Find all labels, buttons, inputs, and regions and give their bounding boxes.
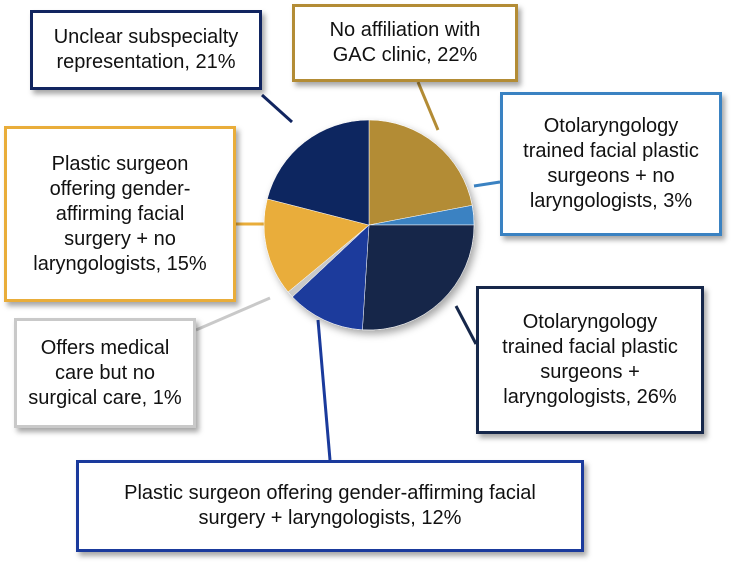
callout-line: No affiliation with xyxy=(329,19,481,41)
leader-line-6 xyxy=(454,305,478,345)
callout-text: Offers medical care but no surgical care, … xyxy=(28,336,181,411)
callout-label-2: No affiliation with GAC clinic, 22% xyxy=(292,4,518,82)
callout-line: surgeons + xyxy=(540,361,640,383)
callout-line: surgery + laryngologists, 12% xyxy=(198,507,462,529)
callout-line: trained facial plastic xyxy=(502,336,678,358)
callout-text: Otolaryngology trained facial plastic surg… xyxy=(523,114,699,214)
pie-slices xyxy=(263,119,475,331)
callout-line: offering gender- xyxy=(49,177,191,200)
callout-text: Plastic surgeon offering gender-affirming… xyxy=(33,152,206,277)
callout-line: GAC clinic, 22% xyxy=(332,44,478,66)
callout-label-6: Otolaryngology trained facial plastic surg… xyxy=(476,286,704,434)
callout-line: care but no xyxy=(54,361,156,384)
callout-line: laryngologists, 3% xyxy=(529,190,693,212)
callout-label-7: Plastic surgeon offering gender-affirmin… xyxy=(76,460,584,552)
callout-text: Plastic surgeon offering gender-affirmin… xyxy=(124,481,536,531)
callout-line: trained facial plastic xyxy=(523,140,699,162)
callout-line: Plastic surgeon xyxy=(51,152,189,175)
pie-slice-4 xyxy=(292,224,370,331)
pie-slice-7 xyxy=(266,119,370,226)
callout-line: surgery + no xyxy=(64,227,176,250)
callout-line: Otolaryngology xyxy=(522,311,658,333)
callout-line: representation, 21% xyxy=(56,51,236,73)
callout-line: Otolaryngology xyxy=(543,115,679,137)
leader-line-7 xyxy=(316,319,332,461)
pie-slice-6 xyxy=(263,198,370,293)
pie-slice-3 xyxy=(362,224,475,331)
callout-line: laryngologists, 15% xyxy=(33,252,207,275)
callout-line: laryngologists, 26% xyxy=(503,386,677,408)
callout-line: surgical care, 1% xyxy=(28,386,182,409)
callout-label-4: Plastic surgeon offering gender-affirming… xyxy=(4,126,236,302)
callout-line: affirming facial xyxy=(55,202,185,225)
callout-text: Otolaryngology trained facial plastic surg… xyxy=(502,310,678,410)
leader-line-3 xyxy=(473,180,501,188)
callout-text: No affiliation with GAC clinic, 22% xyxy=(330,18,481,68)
leader-line-5 xyxy=(195,296,271,332)
pie-slice-1 xyxy=(368,119,473,226)
callout-line: surgeons + no xyxy=(547,165,675,187)
callout-line: Plastic surgeon offering gender-affirmin… xyxy=(124,482,536,504)
callout-label-3: Otolaryngology trained facial plastic surg… xyxy=(500,92,722,236)
leader-line-2 xyxy=(416,81,440,131)
leader-line-1 xyxy=(260,93,294,124)
callout-line: Offers medical xyxy=(40,336,170,359)
callout-label-5: Offers medical care but no surgical care, … xyxy=(14,318,196,428)
callout-label-1: Unclear subspecialty representation, 21% xyxy=(30,10,262,90)
callout-line: Unclear subspecialty xyxy=(53,26,239,48)
callout-text: Unclear subspecialty representation, 21% xyxy=(54,25,239,75)
